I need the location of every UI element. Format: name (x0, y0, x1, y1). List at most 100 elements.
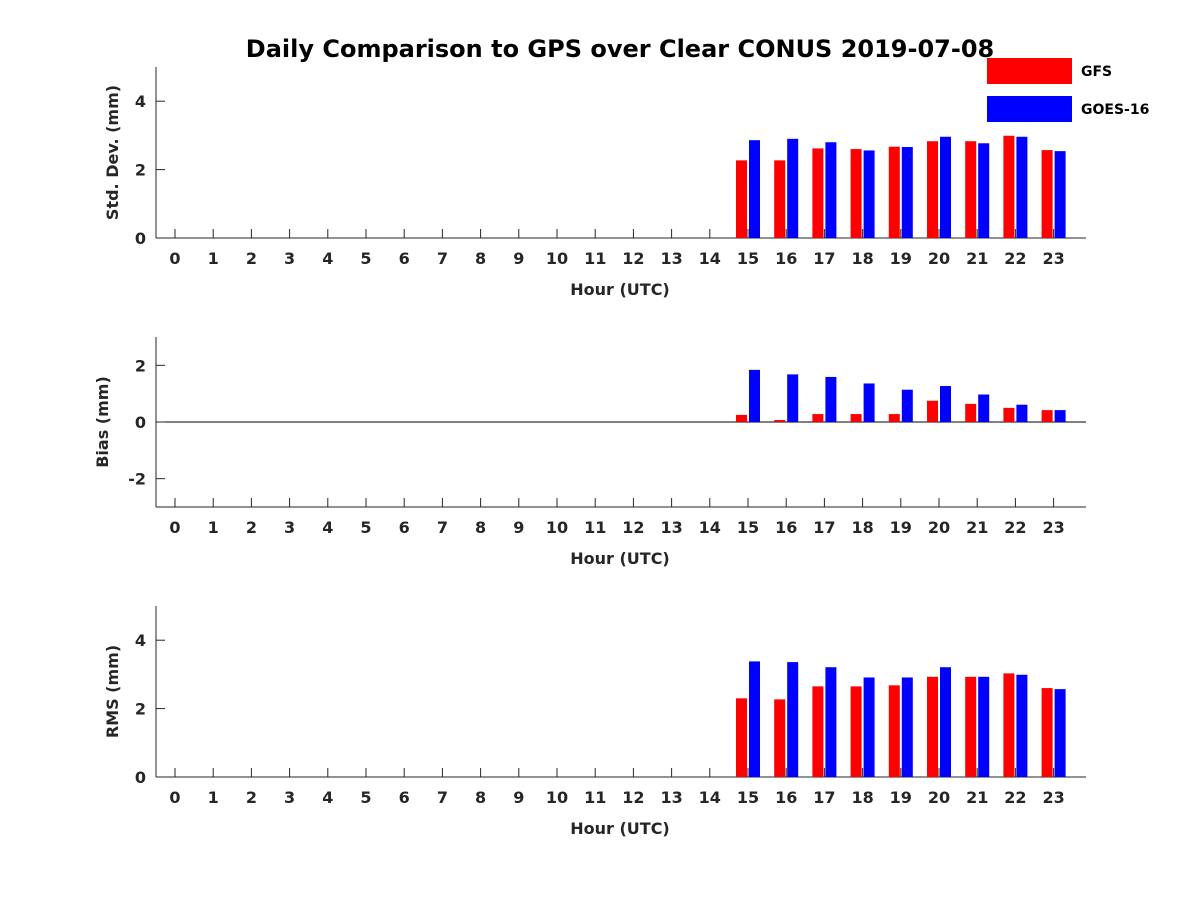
bar-goes16-hour-17 (825, 376, 837, 422)
bar-gfs-hour-22 (1003, 673, 1015, 777)
bar-goes16-hour-22 (1016, 674, 1028, 777)
bar-goes16-hour-16 (787, 662, 799, 777)
bar-goes16-hour-18 (863, 383, 875, 422)
bar-gfs-hour-20 (927, 141, 938, 238)
bar-gfs-hour-19 (888, 685, 900, 777)
x-tick-label: 20 (928, 249, 950, 268)
x-tick-label: 17 (813, 249, 835, 268)
bar-gfs-hour-21 (965, 403, 977, 422)
bar-gfs-hour-19 (888, 414, 900, 422)
bar-goes16-hour-16 (787, 374, 799, 422)
x-tick-label: 18 (851, 788, 873, 807)
legend-swatch-gfs (987, 58, 1072, 84)
bar-goes16-hour-21 (978, 676, 990, 777)
bar-gfs-hour-16 (774, 699, 786, 777)
bar-gfs-hour-17 (812, 148, 824, 238)
bar-goes16-hour-20 (940, 386, 951, 422)
x-tick-label: 19 (890, 788, 912, 807)
x-tick-label: 22 (1004, 249, 1026, 268)
x-tick-label: 12 (622, 518, 644, 537)
x-tick-label: 8 (475, 518, 486, 537)
x-tick-label: 1 (208, 788, 219, 807)
x-tick-label: 15 (737, 249, 759, 268)
y-tick-label: 4 (135, 92, 146, 111)
bar-gfs-hour-20 (927, 400, 938, 422)
y-tick-label: -2 (128, 470, 146, 489)
x-tick-label: 11 (584, 249, 606, 268)
x-tick-label: 8 (475, 788, 486, 807)
bar-gfs-hour-16 (774, 160, 786, 238)
x-tick-label: 11 (584, 518, 606, 537)
x-tick-label: 10 (546, 249, 568, 268)
x-tick-label: 19 (890, 518, 912, 537)
x-tick-label: 21 (966, 249, 988, 268)
x-tick-label: 10 (546, 518, 568, 537)
bar-gfs-hour-15 (736, 414, 747, 422)
bar-gfs-hour-16 (774, 420, 786, 422)
bar-goes16-hour-22 (1016, 136, 1028, 238)
x-tick-label: 9 (513, 249, 524, 268)
x-tick-label: 22 (1004, 518, 1026, 537)
x-tick-label: 21 (966, 788, 988, 807)
legend-label-goes16: GOES-16 (1081, 102, 1149, 118)
x-tick-label: 15 (737, 518, 759, 537)
y-axis-label: RMS (mm) (103, 645, 122, 738)
x-tick-label: 3 (284, 249, 295, 268)
bar-goes16-hour-20 (940, 667, 951, 777)
x-tick-label: 20 (928, 788, 950, 807)
x-tick-label: 22 (1004, 788, 1026, 807)
x-tick-label: 16 (775, 788, 797, 807)
x-axis-label: Hour (UTC) (570, 819, 670, 838)
bar-goes16-hour-18 (863, 677, 875, 777)
bar-goes16-hour-23 (1054, 151, 1066, 238)
x-tick-label: 10 (546, 788, 568, 807)
bar-goes16-hour-21 (978, 143, 990, 238)
x-tick-label: 16 (775, 518, 797, 537)
x-tick-label: 4 (322, 788, 333, 807)
bar-gfs-hour-23 (1041, 688, 1053, 777)
x-tick-label: 6 (399, 518, 410, 537)
x-tick-label: 23 (1042, 518, 1064, 537)
x-tick-label: 0 (169, 249, 180, 268)
x-tick-label: 13 (660, 249, 682, 268)
bar-goes16-hour-20 (940, 136, 951, 238)
y-axis-label: Std. Dev. (mm) (103, 85, 122, 220)
bar-goes16-hour-17 (825, 142, 837, 238)
bar-gfs-hour-15 (736, 698, 747, 777)
bar-goes16-hour-19 (901, 389, 913, 422)
bar-gfs-hour-18 (850, 149, 862, 238)
x-tick-label: 14 (699, 249, 721, 268)
bar-goes16-hour-15 (749, 140, 760, 238)
y-tick-label: 0 (135, 768, 146, 787)
x-tick-label: 15 (737, 788, 759, 807)
x-tick-label: 12 (622, 249, 644, 268)
x-tick-label: 6 (399, 788, 410, 807)
x-tick-label: 9 (513, 788, 524, 807)
bar-gfs-hour-21 (965, 141, 977, 238)
x-tick-label: 17 (813, 518, 835, 537)
x-tick-label: 7 (437, 518, 448, 537)
x-tick-label: 11 (584, 788, 606, 807)
bar-gfs-hour-21 (965, 676, 977, 777)
bar-gfs-hour-17 (812, 686, 824, 777)
x-tick-label: 5 (360, 788, 371, 807)
bar-gfs-hour-18 (850, 686, 862, 777)
bar-goes16-hour-19 (901, 677, 913, 777)
x-axis-label: Hour (UTC) (570, 280, 670, 299)
legend-swatch-goes16 (987, 96, 1072, 122)
x-tick-label: 20 (928, 518, 950, 537)
x-tick-label: 18 (851, 518, 873, 537)
chart-title: Daily Comparison to GPS over Clear CONUS… (246, 35, 994, 63)
x-tick-label: 5 (360, 518, 371, 537)
bar-goes16-hour-15 (749, 661, 760, 777)
x-tick-label: 2 (246, 788, 257, 807)
bar-goes16-hour-19 (901, 147, 913, 238)
y-tick-label: 2 (135, 356, 146, 375)
x-tick-label: 23 (1042, 788, 1064, 807)
x-tick-label: 16 (775, 249, 797, 268)
bar-goes16-hour-22 (1016, 404, 1028, 422)
